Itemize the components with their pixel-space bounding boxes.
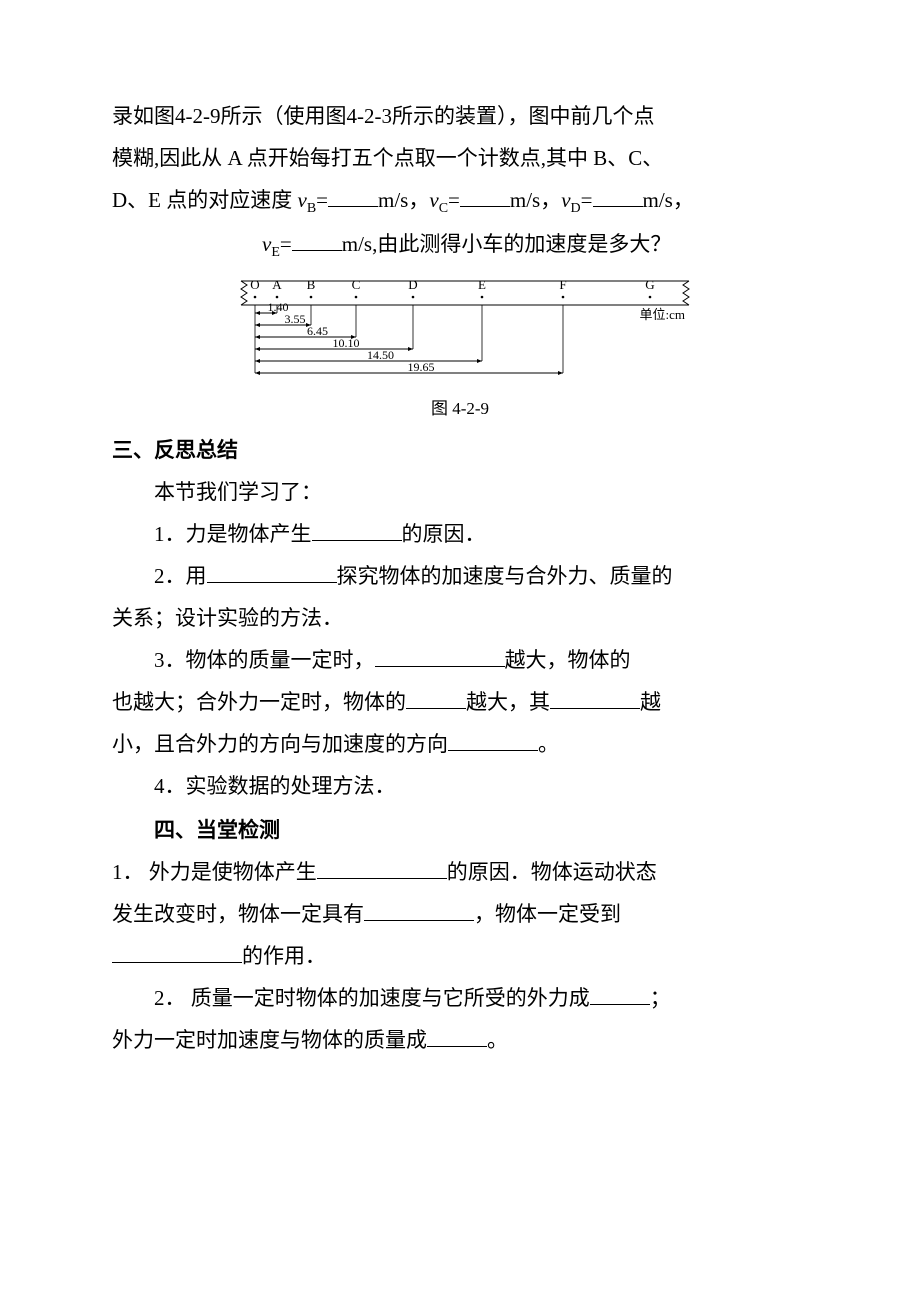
svg-text:A: A xyxy=(272,277,282,292)
intro-tail: m/s,由此测得小车的加速度是多大？ xyxy=(342,232,672,256)
intro-line-2: 模糊,因此从 A 点开始每打五个点取一个计数点,其中 B、C、 xyxy=(112,137,808,179)
section3-p2-line1: 2．用 探究物体的加速度与合外力、质量的 xyxy=(112,555,808,597)
var-ve: v xyxy=(262,232,271,256)
sub-b: B xyxy=(307,201,316,216)
unit1: m/s， xyxy=(378,188,429,212)
s4p2b: ； xyxy=(650,986,671,1010)
section3-p1: 1．力是物体产生 的原因． xyxy=(112,513,808,555)
svg-text:10.10: 10.10 xyxy=(333,336,360,350)
blank-s4p2b xyxy=(427,1022,487,1047)
section4-p1-line1: 1． 外力是使物体产生 的原因．物体运动状态 xyxy=(112,851,808,893)
intro-line-1: 录如图4-2-9所示（使用图4-2-3所示的装置），图中前几个点 xyxy=(112,95,808,137)
s3p3b: 越大，物体的 xyxy=(505,648,631,672)
svg-text:O: O xyxy=(250,277,259,292)
svg-text:19.65: 19.65 xyxy=(408,360,435,374)
svg-text:3.55: 3.55 xyxy=(285,312,306,326)
section3-p3-line1: 3．物体的质量一定时， 越大，物体的 xyxy=(112,639,808,681)
s3p3e: 越 xyxy=(640,690,661,714)
s3p3c: 也越大；合外力一定时，物体的 xyxy=(112,690,406,714)
blank-s3p1 xyxy=(312,516,402,541)
eq2: = xyxy=(448,188,460,212)
blank-s4p1a xyxy=(317,854,447,879)
s4p1e: 的作用． xyxy=(242,944,326,968)
blank-s3p3c xyxy=(550,684,640,709)
s3p3a: 3．物体的质量一定时， xyxy=(154,648,375,672)
blank-s3p3d xyxy=(448,726,538,751)
sub-c: C xyxy=(439,201,448,216)
s3p1a: 1．力是物体产生 xyxy=(154,522,312,546)
section3-p4: 4．实验数据的处理方法． xyxy=(112,765,808,807)
var-vb: v xyxy=(298,188,307,212)
eq1: = xyxy=(316,188,328,212)
svg-text:6.45: 6.45 xyxy=(307,324,328,338)
s3p1b: 的原因． xyxy=(402,522,486,546)
eq4: = xyxy=(280,232,292,256)
s4p1a: 1． 外力是使物体产生 xyxy=(112,860,317,884)
s4p1d: ，物体一定受到 xyxy=(474,902,621,926)
s3p3f: 小，且合外力的方向与加速度的方向 xyxy=(112,732,448,756)
intro-text-1: 录如图4-2-9所示（使用图4-2-3所示的装置），图中前几个点 xyxy=(112,104,654,128)
blank-vd xyxy=(593,182,643,207)
svg-text:E: E xyxy=(478,277,486,292)
s4p1b: 的原因．物体运动状态 xyxy=(447,860,657,884)
s4p2c: 外力一定时加速度与物体的质量成 xyxy=(112,1028,427,1052)
section4-p1-line3: 的作用． xyxy=(112,935,808,977)
blank-ve xyxy=(292,226,342,251)
section4-p2-line2: 外力一定时加速度与物体的质量成 。 xyxy=(112,1019,808,1061)
blank-s4p2a xyxy=(590,980,650,1005)
tape-diagram: OABCDEFG单位:cm1.403.556.4510.1014.5019.65 xyxy=(220,277,700,387)
blank-s4p1c xyxy=(112,938,242,963)
s3p3d: 越大，其 xyxy=(466,690,550,714)
s4p2a: 2． 质量一定时物体的加速度与它所受的外力成 xyxy=(154,986,590,1010)
intro-text-2: 模糊,因此从 A 点开始每打五个点取一个计数点,其中 B、C、 xyxy=(112,146,663,170)
svg-text:F: F xyxy=(559,277,566,292)
section4-heading: 四、当堂检测 xyxy=(112,809,808,851)
section4-p2-line1: 2． 质量一定时物体的加速度与它所受的外力成 ； xyxy=(112,977,808,1019)
section3-p3-line3: 小，且合外力的方向与加速度的方向 。 xyxy=(112,723,808,765)
blank-vc xyxy=(460,182,510,207)
s4p2d: 。 xyxy=(487,1028,508,1052)
intro-line-3: D、E 点的对应速度 vB=m/s，vC=m/s，vD=m/s， xyxy=(112,179,808,223)
blank-s3p3a xyxy=(375,642,505,667)
unit2: m/s， xyxy=(510,188,561,212)
svg-text:C: C xyxy=(352,277,361,292)
figure-4-2-9: OABCDEFG单位:cm1.403.556.4510.1014.5019.65… xyxy=(112,277,808,419)
s3p2a: 2．用 xyxy=(154,564,207,588)
sub-e: E xyxy=(271,245,280,260)
s3p2b: 探究物体的加速度与合外力、质量的 xyxy=(337,564,673,588)
unit3: m/s， xyxy=(643,188,694,212)
svg-text:单位:cm: 单位:cm xyxy=(640,307,686,322)
s4p1c: 发生改变时，物体一定具有 xyxy=(112,902,364,926)
svg-text:B: B xyxy=(307,277,316,292)
figure-caption: 图 4-2-9 xyxy=(112,394,808,419)
section3-heading: 三、反思总结 xyxy=(112,429,808,471)
eq3: = xyxy=(581,188,593,212)
blank-s3p3b xyxy=(406,684,466,709)
var-vc: v xyxy=(429,188,438,212)
sub-d: D xyxy=(571,201,581,216)
svg-text:14.50: 14.50 xyxy=(367,348,394,362)
blank-vb xyxy=(328,182,378,207)
svg-text:D: D xyxy=(408,277,417,292)
section3-p3-line2: 也越大；合外力一定时，物体的 越大，其 越 xyxy=(112,681,808,723)
blank-s3p2 xyxy=(207,558,337,583)
intro-text-3a: D、E 点的对应速度 xyxy=(112,188,298,212)
var-vd: v xyxy=(561,188,570,212)
s3p3g: 。 xyxy=(538,732,559,756)
section4-p1-line2: 发生改变时，物体一定具有 ，物体一定受到 xyxy=(112,893,808,935)
svg-text:G: G xyxy=(645,277,654,292)
section3-p2-line2: 关系；设计实验的方法． xyxy=(112,597,808,639)
intro-line-4: vE= m/s,由此测得小车的加速度是多大？ xyxy=(112,223,808,267)
section3-intro: 本节我们学习了： xyxy=(112,471,808,513)
blank-s4p1b xyxy=(364,896,474,921)
